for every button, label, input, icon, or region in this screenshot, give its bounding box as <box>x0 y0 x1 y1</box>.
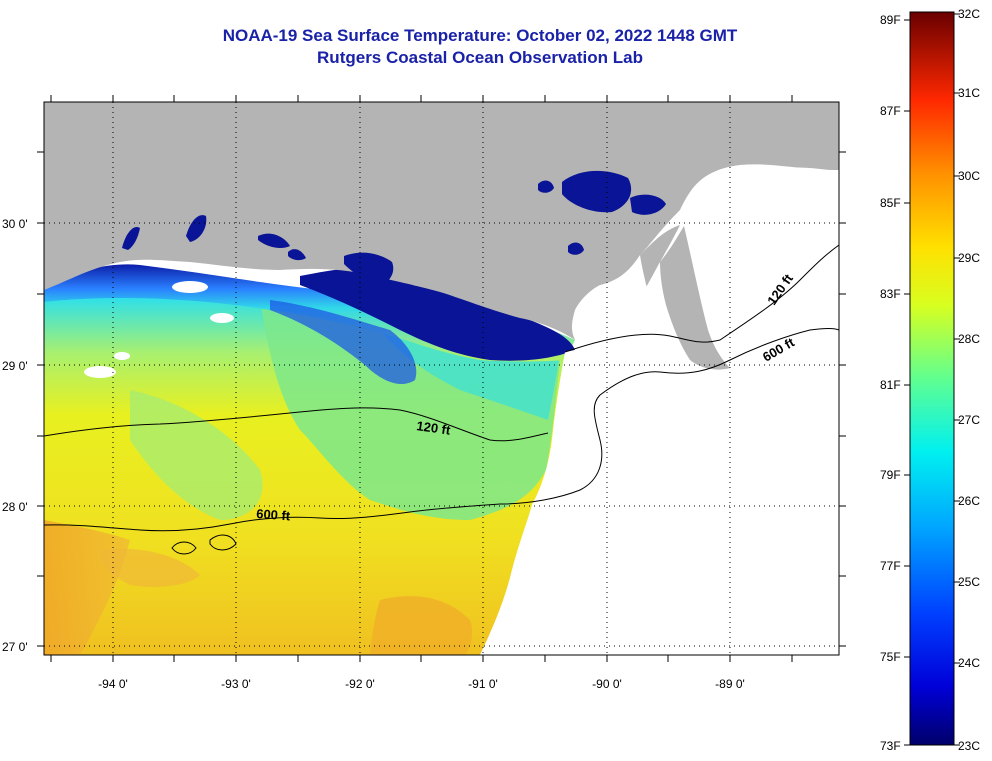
lake-atchafalaya <box>344 252 394 286</box>
longitude-label: -93 0' <box>221 677 251 691</box>
colorbar-c-label: 30C <box>958 169 980 183</box>
latitude-label: 28 0' <box>2 500 28 514</box>
map-plot-area <box>44 102 839 655</box>
map-subtitle: Rutgers Coastal Ocean Observation Lab <box>317 48 643 67</box>
colorbar-c-label: 26C <box>958 494 980 508</box>
colorbar-c-label: 29C <box>958 251 980 265</box>
colorbar-ticks <box>904 13 960 746</box>
land-birdsfoot-delta <box>660 226 730 370</box>
map-title: NOAA-19 Sea Surface Temperature: October… <box>222 26 738 45</box>
isobath-120ft-west <box>44 407 549 442</box>
lake-pontchartrain <box>562 170 632 213</box>
colorbar-c-label: 28C <box>958 332 980 346</box>
latitude-label: 27 0' <box>2 640 28 654</box>
colorbar-c-label: 31C <box>958 86 980 100</box>
isobath-600ft-blob <box>209 534 237 551</box>
isobath-600ft-mid <box>499 328 839 505</box>
sst-green-swirl <box>130 390 263 520</box>
land-area <box>44 102 839 340</box>
contour-label: 120 ft <box>416 418 452 438</box>
frame-ticks <box>37 95 846 662</box>
colorbar-c-label: 25C <box>958 575 980 589</box>
cloud-patch <box>114 352 130 360</box>
lake-borgne <box>630 194 666 215</box>
isobath-120ft-east <box>564 244 839 353</box>
lake-barataria <box>568 242 584 255</box>
colorbar <box>909 11 955 746</box>
colorbar-c-label: 27C <box>958 413 980 427</box>
sst-warm-streak <box>100 548 200 587</box>
cloud-patch <box>210 313 234 323</box>
colorbar-f-label: 77F <box>880 559 901 573</box>
sst-blue-mix <box>270 300 417 385</box>
colorbar-c-label: 32C <box>958 7 980 21</box>
colorbar-f-label: 89F <box>880 13 901 27</box>
lake-grand <box>186 215 207 242</box>
colorbar-f-label: 81F <box>880 378 901 392</box>
sst-warm-patch-south <box>370 596 473 655</box>
colorbar-f-label: 85F <box>880 196 901 210</box>
lake-white <box>258 233 290 248</box>
contour-label: 600 ft <box>256 506 292 523</box>
colorbar-f-label: 83F <box>880 287 901 301</box>
colorbar-f-label: 73F <box>880 739 901 753</box>
longitude-label: -89 0' <box>715 677 745 691</box>
isobath-600ft-blob <box>171 541 197 555</box>
lake-maurepas <box>538 180 554 193</box>
map-frame <box>43 101 840 656</box>
graticule <box>44 102 839 655</box>
sst-green-region <box>260 300 560 520</box>
latitude-label: 30 0' <box>2 217 28 231</box>
colorbar-f-label: 79F <box>880 468 901 482</box>
lake-vermilion <box>288 249 306 261</box>
colorbar-f-label: 87F <box>880 104 901 118</box>
no-data-east <box>480 167 839 655</box>
longitude-label: -92 0' <box>345 677 375 691</box>
colorbar-f-label: 75F <box>880 650 901 664</box>
lake-calcasieu <box>122 226 140 250</box>
longitude-label: -94 0' <box>98 677 128 691</box>
colorbar-c-label: 23C <box>958 739 980 753</box>
cloud-patch <box>84 366 116 378</box>
longitude-label: -91 0' <box>468 677 498 691</box>
longitude-label: -90 0' <box>592 677 622 691</box>
isobath-600ft-west <box>44 503 501 532</box>
cloud-patch <box>172 281 208 293</box>
sst-deep-blue-plume <box>300 266 575 361</box>
latitude-label: 29 0' <box>2 359 28 373</box>
isobaths <box>44 244 839 555</box>
colorbar-c-label: 24C <box>958 656 980 670</box>
